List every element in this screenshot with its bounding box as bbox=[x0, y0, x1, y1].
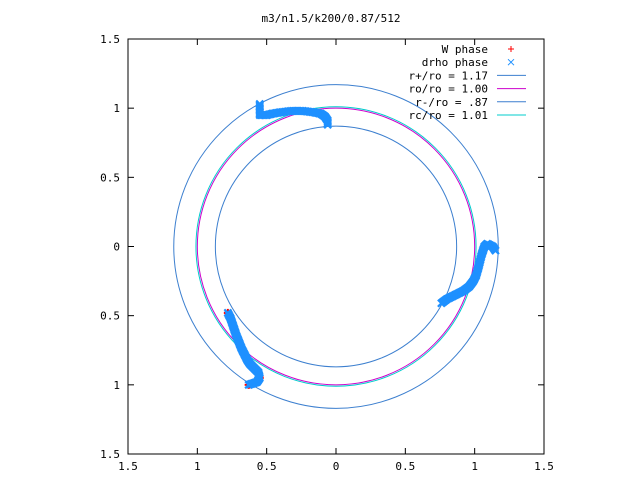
circle-3 bbox=[214, 125, 458, 368]
y-tick-label: 0.5 bbox=[100, 171, 120, 184]
legend-swatch bbox=[508, 46, 514, 52]
x-tick-label: 1.5 bbox=[534, 460, 554, 473]
legend-label: ro/ro = 1.00 bbox=[409, 83, 488, 96]
y-tick-label: 0.5 bbox=[100, 310, 120, 323]
legend-label: r-/ro = .87 bbox=[415, 96, 488, 109]
x-tick-label: 0.5 bbox=[395, 460, 415, 473]
chart-title: m3/n1.5/k200/0.87/512 bbox=[261, 12, 400, 25]
radius-circles bbox=[173, 84, 499, 409]
y-tick-label: 1 bbox=[113, 102, 120, 115]
legend-label: W phase bbox=[442, 43, 488, 56]
circle-4 bbox=[195, 106, 477, 387]
circle-2 bbox=[196, 107, 476, 386]
y-tick-label: 1.5 bbox=[100, 33, 120, 46]
drho-phase-point bbox=[323, 120, 332, 130]
y-tick-label: 1.5 bbox=[100, 448, 120, 461]
circle-1 bbox=[173, 84, 499, 409]
drho-phase-point bbox=[491, 246, 500, 255]
y-tick-label: 0 bbox=[113, 241, 120, 254]
legend-label: rc/ro = 1.01 bbox=[409, 109, 488, 122]
legend-label: r+/ro = 1.17 bbox=[409, 69, 488, 82]
legend-label: drho phase bbox=[422, 56, 488, 69]
x-tick-label: 0 bbox=[333, 460, 340, 473]
drho-phase-point bbox=[244, 380, 253, 390]
legend-swatch bbox=[507, 58, 515, 66]
y-tick-label: 1 bbox=[113, 379, 120, 392]
x-tick-label: 0.5 bbox=[257, 460, 277, 473]
x-tick-label: 1 bbox=[471, 460, 478, 473]
x-tick-label: 1.5 bbox=[118, 460, 138, 473]
axis-ticks: 1.5 1 0.5 0 0.5 1 1.51.510.500.511.5 bbox=[100, 33, 554, 473]
phase-points bbox=[223, 99, 500, 390]
x-tick-label: 1 bbox=[194, 460, 201, 473]
